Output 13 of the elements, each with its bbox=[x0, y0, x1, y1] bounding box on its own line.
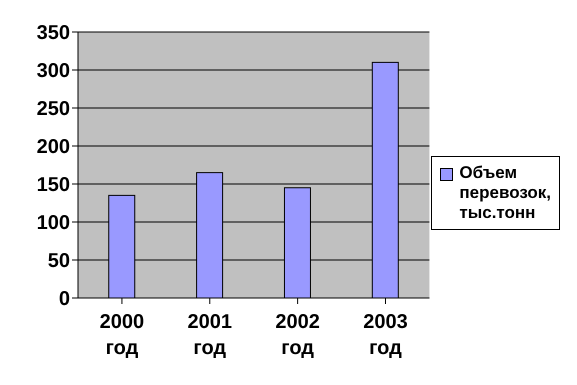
y-tick-label: 100 bbox=[36, 212, 70, 234]
x-tick-label: 2001 год bbox=[188, 311, 232, 359]
x-tick-label: 2000 год bbox=[100, 311, 144, 359]
x-tick-label: 2002 год bbox=[275, 311, 320, 359]
x-tick-label: 2003 год bbox=[363, 311, 408, 359]
y-tick-label: 300 bbox=[36, 60, 70, 82]
y-tick-label: 350 bbox=[36, 22, 70, 44]
y-tick-label: 150 bbox=[36, 174, 70, 196]
y-tick-label: 0 bbox=[58, 288, 70, 310]
y-tick-label: 50 bbox=[48, 250, 70, 272]
y-tick-label: 200 bbox=[36, 136, 70, 158]
legend-label: Объем перевозок, тыс.тонн bbox=[459, 163, 551, 223]
y-tick-label: 250 bbox=[36, 98, 70, 120]
